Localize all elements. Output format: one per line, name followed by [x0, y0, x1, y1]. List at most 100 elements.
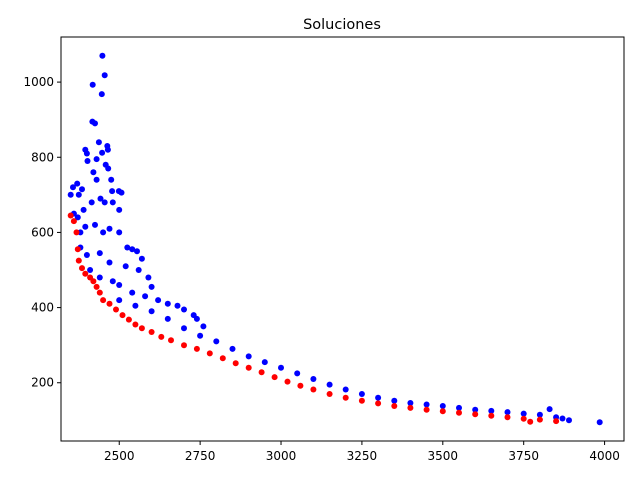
data-point-series-0-3	[98, 91, 105, 98]
data-point-series-0-75	[261, 359, 268, 366]
data-point-series-1-16	[132, 321, 139, 328]
data-point-series-1-9	[93, 283, 100, 290]
data-point-series-1-46	[536, 416, 543, 423]
data-point-series-0-93	[546, 406, 553, 413]
data-point-series-0-87	[456, 404, 462, 411]
x-tick-label-1: 2750	[185, 449, 216, 463]
data-point-series-1-21	[181, 342, 187, 349]
data-point-series-0-0	[99, 52, 106, 59]
data-point-series-0-52	[148, 283, 155, 290]
data-point-series-0-58	[142, 293, 149, 300]
data-point-series-0-48	[106, 259, 113, 266]
data-point-series-1-23	[206, 350, 213, 357]
data-point-series-1-39	[439, 408, 446, 415]
data-point-series-0-40	[116, 229, 123, 236]
y-tick-label-2: 600	[31, 225, 54, 239]
chart-title: Soluciones	[303, 17, 381, 33]
data-point-series-1-35	[375, 400, 382, 407]
data-point-series-1-15	[125, 316, 132, 323]
data-point-series-0-37	[92, 221, 98, 228]
data-point-series-0-64	[193, 315, 200, 322]
data-point-series-1-1	[70, 218, 77, 225]
data-point-series-0-59	[155, 297, 162, 304]
data-point-series-1-4	[75, 257, 82, 264]
data-point-series-0-33	[109, 199, 116, 206]
data-point-series-0-49	[122, 263, 129, 270]
data-point-series-0-20	[75, 191, 82, 198]
data-point-series-0-61	[174, 302, 181, 309]
data-point-series-0-74	[245, 353, 252, 360]
data-point-series-1-3	[74, 246, 81, 253]
data-point-series-0-18	[79, 186, 85, 193]
data-point-series-1-5	[79, 265, 85, 272]
data-point-series-0-21	[90, 169, 97, 176]
data-point-series-0-36	[82, 223, 89, 230]
y-tick-label-1: 400	[31, 301, 54, 315]
data-point-series-1-43	[504, 414, 511, 421]
data-point-series-1-26	[245, 364, 252, 371]
data-point-series-0-72	[213, 338, 220, 345]
data-point-series-1-45	[527, 418, 534, 425]
data-point-series-1-18	[148, 329, 155, 335]
data-point-series-1-40	[456, 409, 462, 416]
data-point-series-0-62	[181, 306, 187, 313]
data-point-series-0-55	[109, 278, 116, 285]
data-point-series-1-11	[100, 297, 107, 304]
data-point-series-0-51	[145, 274, 152, 281]
data-point-series-1-17	[138, 325, 145, 332]
data-point-series-0-34	[116, 206, 123, 213]
data-point-series-0-60	[164, 300, 171, 307]
data-point-series-0-73	[229, 345, 236, 352]
data-point-series-0-46	[83, 252, 90, 258]
data-point-series-0-39	[106, 225, 113, 232]
data-point-series-0-96	[566, 417, 572, 424]
data-point-series-0-53	[87, 267, 94, 273]
data-point-series-0-78	[310, 376, 317, 382]
data-point-series-0-41	[124, 244, 131, 251]
y-tick-label-3: 800	[31, 150, 54, 164]
data-point-series-0-42	[129, 246, 136, 253]
data-point-series-0-77	[294, 370, 301, 377]
data-point-series-1-2	[73, 229, 80, 236]
data-point-series-0-15	[105, 165, 112, 172]
data-point-series-0-54	[96, 274, 103, 281]
data-point-series-1-42	[488, 412, 495, 419]
data-point-series-0-12	[84, 158, 91, 164]
data-point-series-0-83	[391, 397, 398, 404]
data-point-series-1-31	[310, 386, 317, 393]
data-point-series-0-9	[83, 150, 90, 157]
data-point-series-0-65	[200, 323, 207, 330]
plot-frame	[60, 36, 625, 442]
data-point-series-0-19	[67, 191, 74, 198]
data-point-series-0-44	[138, 255, 145, 262]
data-point-series-1-22	[193, 345, 200, 352]
data-point-series-1-27	[258, 369, 265, 376]
data-point-series-0-17	[74, 180, 81, 187]
data-point-series-0-92	[536, 411, 543, 418]
data-point-series-1-32	[326, 391, 333, 397]
data-point-series-0-11	[104, 146, 111, 153]
x-tick-label-2: 3000	[266, 449, 297, 463]
data-point-series-0-30	[88, 199, 95, 206]
data-point-series-0-90	[504, 409, 511, 416]
data-point-series-0-66	[116, 297, 123, 304]
data-point-series-0-22	[93, 176, 100, 183]
data-point-series-0-95	[559, 415, 566, 422]
data-point-series-1-19	[158, 333, 165, 340]
data-point-series-0-26	[118, 189, 125, 196]
data-point-series-1-29	[284, 378, 291, 385]
data-point-series-1-13	[113, 306, 119, 313]
data-point-series-0-70	[181, 325, 187, 332]
data-point-series-0-76	[278, 364, 284, 371]
data-point-series-0-31	[97, 195, 104, 202]
data-point-series-1-47	[553, 418, 560, 425]
x-tick-label-5: 3750	[508, 449, 539, 463]
data-point-series-1-24	[219, 355, 226, 362]
data-point-series-1-14	[119, 312, 126, 319]
data-point-series-1-28	[271, 374, 278, 381]
data-point-series-1-30	[297, 382, 304, 389]
data-point-series-1-6	[82, 270, 89, 277]
data-point-series-1-33	[342, 394, 349, 401]
